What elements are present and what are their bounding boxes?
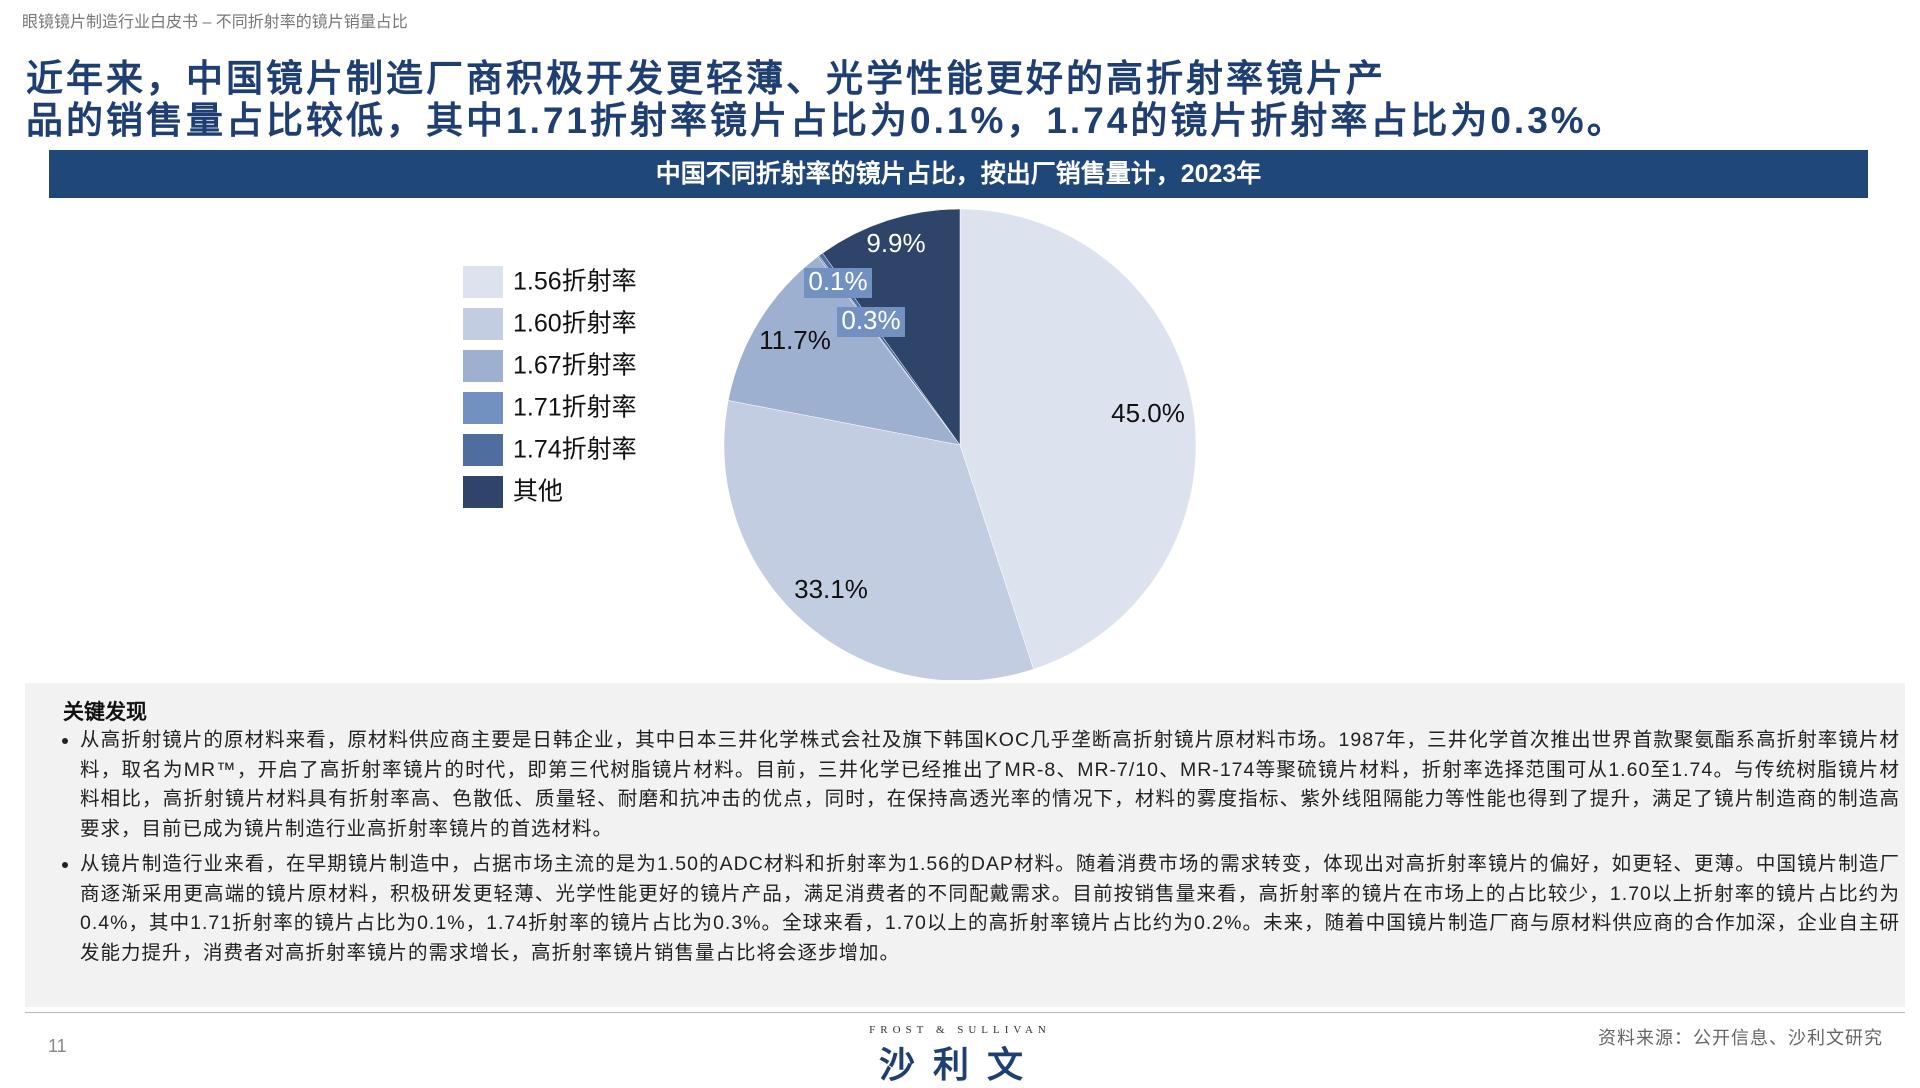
headline: 品的销售量占比较低，其中1.71折射率镜片占比为0.1%，1.74的镜片折射率占… xyxy=(26,100,1627,141)
finding: 从镜片制造行业来看，在早期镜片制造中，占据市场主流的是为1.50的ADC材料和折… xyxy=(80,850,1900,968)
pie-slice xyxy=(723,400,1034,680)
divider xyxy=(25,1012,1905,1013)
findings-box xyxy=(25,683,1905,1007)
page-number: 11 xyxy=(48,1036,67,1056)
legend-swatch xyxy=(463,434,503,466)
findings-list: 从高折射镜片的原材料来看，原材料供应商主要是日韩企业，其中日本三井化学株式会社及… xyxy=(48,726,1900,974)
data-label: 0.3% xyxy=(841,305,900,335)
legend-swatch xyxy=(463,350,503,382)
legend-label: 1.67折射率 xyxy=(513,352,637,380)
logo: 沙利文 xyxy=(878,1044,1041,1085)
pie-slice xyxy=(959,208,1197,670)
data-label: 0.1% xyxy=(808,266,867,296)
chart: 45.0% 33.1% 11.7% 0.1% 0.3% 9.9% 1.56折射率 1.60折射… xyxy=(463,208,1197,680)
source-note: 资料来源：公开信息、沙利文研究 xyxy=(1598,1028,1883,1048)
data-label: 11.7% xyxy=(759,325,831,355)
legend-swatch xyxy=(463,392,503,424)
doc-subtitle: 眼镜镜片制造行业白皮书 – 不同折射率的镜片销量占比 xyxy=(22,14,408,31)
label-box xyxy=(804,268,872,298)
logo-text: FROST & SULLIVAN xyxy=(869,1024,1051,1036)
legend-swatch xyxy=(463,476,503,508)
title-banner xyxy=(49,150,1868,198)
legend-swatch xyxy=(463,308,503,340)
legend-label: 1.71折射率 xyxy=(513,394,637,422)
finding: 从高折射镜片的原材料来看，原材料供应商主要是日韩企业，其中日本三井化学株式会社及… xyxy=(80,726,1900,844)
legend-label: 1.60折射率 xyxy=(513,310,637,338)
chart-title: 中国不同折射率的镜片占比，按出厂销售量计，2023年 xyxy=(655,160,1262,188)
legend-label: 1.74折射率 xyxy=(513,436,637,464)
data-label: 45.0% xyxy=(1111,398,1185,428)
legend-label: 其他 xyxy=(513,478,563,506)
data-label: 9.9% xyxy=(866,228,925,258)
legend-swatch xyxy=(463,266,503,298)
findings-title: 关键发现 xyxy=(63,701,147,724)
headline: 近年来，中国镜片制造厂商积极开发更轻薄、光学性能更好的高折射率镜片产 xyxy=(26,58,1386,99)
label-box xyxy=(837,307,905,337)
data-label: 33.1% xyxy=(794,574,868,604)
pie-slice xyxy=(727,256,961,446)
legend-label: 1.56折射率 xyxy=(513,268,637,296)
